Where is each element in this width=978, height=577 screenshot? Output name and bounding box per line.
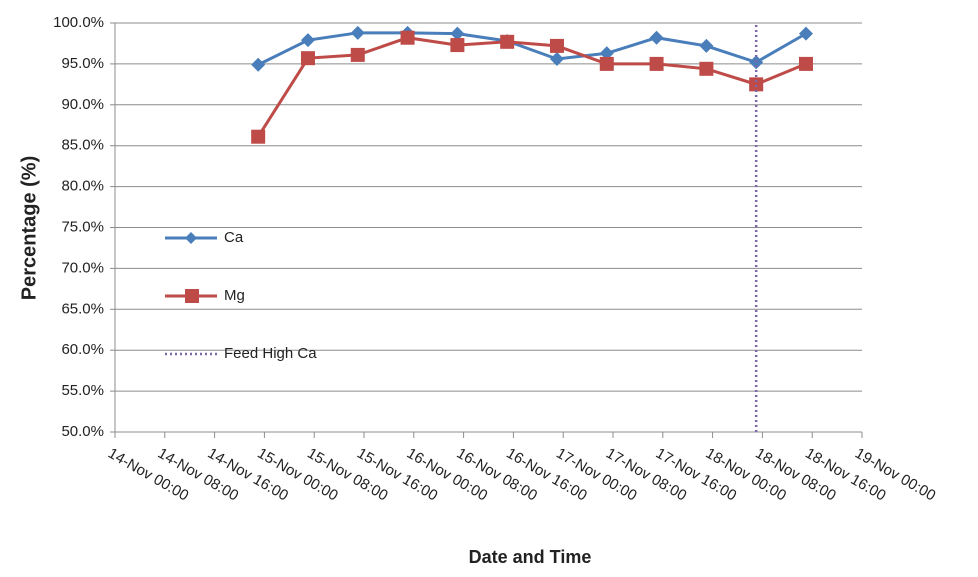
legend-label: Ca (224, 229, 244, 246)
x-axis-title: Date and Time (469, 547, 592, 567)
legend-label: Mg (224, 287, 245, 304)
y-tick-label: 50.0% (61, 423, 104, 440)
marker (699, 38, 714, 53)
series-line (256, 36, 807, 138)
y-tick-label: 85.0% (61, 137, 104, 154)
marker (450, 38, 465, 53)
y-axis-title: Percentage (%) (18, 156, 40, 301)
y-tick-label: 90.0% (61, 96, 104, 113)
marker (749, 77, 764, 92)
legend-entry (165, 232, 217, 244)
marker (251, 57, 266, 72)
y-tick-label: 65.0% (61, 300, 104, 317)
y-tick-label: 70.0% (61, 259, 104, 276)
legend-marker (185, 289, 199, 303)
legend-entry (165, 289, 217, 303)
marker (350, 47, 365, 62)
marker (400, 30, 415, 45)
marker (749, 55, 764, 70)
marker (300, 51, 315, 66)
marker (549, 38, 564, 53)
y-tick-label: 60.0% (61, 341, 104, 358)
marker (450, 26, 465, 41)
marker (300, 33, 315, 48)
marker (599, 46, 614, 61)
y-tick-label: 55.0% (61, 382, 104, 399)
marker (500, 34, 515, 49)
y-tick-label: 80.0% (61, 178, 104, 195)
legend-marker (185, 232, 197, 244)
y-tick-label: 100.0% (53, 14, 104, 31)
marker (549, 51, 564, 66)
marker (798, 26, 813, 41)
marker (798, 56, 813, 71)
marker (649, 56, 664, 71)
marker (699, 61, 714, 76)
marker (599, 56, 614, 71)
marker (251, 129, 266, 144)
y-tick-label: 95.0% (61, 55, 104, 72)
marker (350, 25, 365, 40)
legend-label: Feed High Ca (224, 345, 317, 362)
series-line (257, 31, 807, 67)
y-tick-label: 75.0% (61, 218, 104, 235)
marker (649, 30, 664, 45)
